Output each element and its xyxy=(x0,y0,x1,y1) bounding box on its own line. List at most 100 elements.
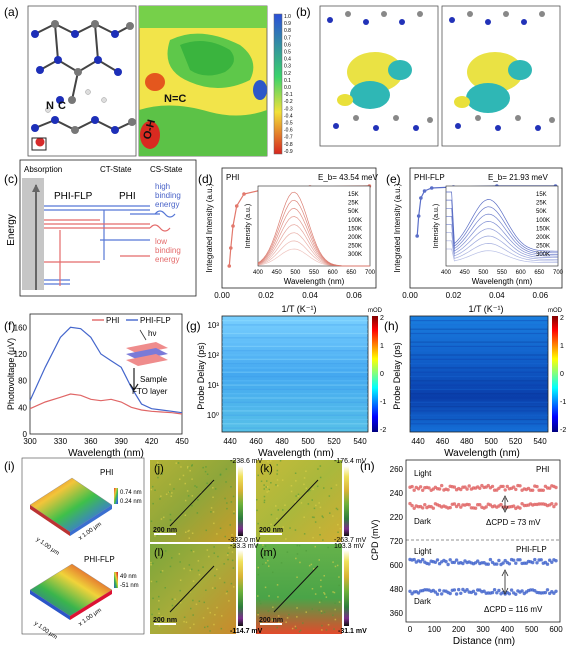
kpfm-speckle xyxy=(276,473,278,475)
kpfm-speckle xyxy=(175,462,177,464)
tas-streak xyxy=(222,345,368,347)
kpfm-speckle xyxy=(313,516,315,519)
tas-streak xyxy=(410,375,548,378)
kpfm-speckle xyxy=(161,570,164,572)
esp-colorbar xyxy=(273,13,283,155)
tas-streak xyxy=(222,380,368,382)
cpd-point xyxy=(465,487,469,491)
plot-f-yticks: 0 40 80 120 160 xyxy=(14,323,28,439)
panel-m-letter: (m) xyxy=(260,547,277,559)
n-flp-dark: Dark xyxy=(414,597,432,606)
inset-x-tick: 550 xyxy=(309,270,320,276)
kpfm-speckle xyxy=(198,600,201,602)
kpfm-speckle xyxy=(178,553,181,555)
kpfm-speckle xyxy=(325,629,328,631)
cpd-point xyxy=(497,558,501,563)
high-binding-label: high binding energy xyxy=(155,182,181,209)
lattice-atom xyxy=(535,125,541,131)
kpfm-speckle xyxy=(327,624,330,626)
kpfm-speckle xyxy=(298,545,301,547)
kpfm-speckle xyxy=(152,597,154,600)
kpfm-speckle xyxy=(296,576,298,578)
kpfm-speckle xyxy=(177,462,180,464)
tas-streak xyxy=(410,324,548,326)
cpd-point xyxy=(535,484,539,489)
afm-surface-phi-flp: PHI-FLP 49 nm -51 nm y 1.00 μm x 1.00 μm xyxy=(29,555,139,641)
kpfm-speckle xyxy=(188,564,191,566)
cpd-point xyxy=(452,502,457,506)
cpd-point xyxy=(437,487,442,491)
kpfm-speckle xyxy=(232,567,235,569)
plot-n-ylabel: CPD (mV) xyxy=(370,520,380,561)
lattice-atom xyxy=(345,11,351,17)
kpfm-speckle xyxy=(195,603,198,605)
tas-streak xyxy=(222,337,368,339)
kpfm-speckle xyxy=(168,491,171,493)
kpfm-j-bottom: -332.0 mV xyxy=(228,537,261,544)
kpfm-speckle xyxy=(257,595,259,597)
data-point xyxy=(231,224,235,228)
kpfm-speckle xyxy=(272,606,274,608)
kpfm-speckle xyxy=(275,505,277,507)
kpfm-speckle xyxy=(197,569,200,572)
kpfm-speckle xyxy=(257,474,259,477)
tas-streak xyxy=(222,406,368,408)
kpfm-speckle xyxy=(319,534,321,536)
cbar-h-unit: mOD xyxy=(548,308,563,314)
plot-d-inset-spectra xyxy=(257,191,370,267)
kpfm-speckle xyxy=(268,488,270,491)
kpfm-speckle xyxy=(160,571,162,573)
kpfm-speckle xyxy=(339,461,342,463)
cpd-point xyxy=(531,560,535,565)
afm-phi-label: PHI xyxy=(100,468,113,477)
kpfm-speckle xyxy=(228,600,230,602)
kpfm-speckle xyxy=(263,499,266,502)
kpfm-speckle xyxy=(223,563,225,565)
cpd-point xyxy=(467,484,471,488)
kpfm-speckle xyxy=(169,513,172,516)
kpfm-line-k xyxy=(273,479,319,527)
plot-n-cpd-traces xyxy=(408,483,558,596)
kpfm-speckle xyxy=(289,527,291,529)
kpfm-speckle xyxy=(288,613,290,616)
kpfm-speckle xyxy=(197,499,199,501)
kpfm-speckle xyxy=(187,467,189,469)
kpfm-speckle xyxy=(190,607,192,610)
kpfm-speckle xyxy=(214,614,216,616)
cbar-tick: 1 xyxy=(380,343,384,350)
y-tick: 0 xyxy=(23,430,28,439)
plot-e-xlabel: 1/T (K⁻¹) xyxy=(468,304,503,314)
cbar-tick: 2 xyxy=(380,315,384,322)
kpfm-speckle xyxy=(335,460,338,462)
kpfm-speckle xyxy=(206,482,208,484)
kpfm-speckle xyxy=(270,460,272,462)
legend-phi: PHI xyxy=(106,316,119,325)
kpfm-speckle xyxy=(226,554,229,556)
data-point xyxy=(242,192,246,196)
x-tick: 0 xyxy=(408,625,413,634)
tas-streak xyxy=(222,410,368,412)
n-flp-light: Light xyxy=(414,547,432,556)
kpfm-speckle xyxy=(311,516,314,518)
n-phi-dark: Dark xyxy=(414,517,432,526)
kpfm-speckle xyxy=(230,582,233,585)
kpfm-speckle xyxy=(179,579,182,581)
tas-streak xyxy=(222,401,368,403)
kpfm-speckle xyxy=(191,495,194,497)
kpfm-speckle xyxy=(231,534,233,536)
cpd-point xyxy=(457,502,461,507)
kpfm-speckle xyxy=(277,509,279,511)
scalebar-m: 200 nm xyxy=(259,617,283,624)
tas-map-phi-flp xyxy=(409,315,549,433)
tas-streak xyxy=(410,410,548,412)
kpfm-speckle xyxy=(223,581,226,584)
esp-cbar-tick: 0.5 xyxy=(284,50,291,56)
kpfm-speckle xyxy=(260,480,263,482)
kpfm-speckle xyxy=(267,559,269,562)
y-tick: 720 xyxy=(390,537,404,546)
inset-x-tick: 550 xyxy=(497,270,508,276)
x-tick: 480 xyxy=(275,437,289,446)
kpfm-speckle xyxy=(158,608,160,610)
kpfm-speckle xyxy=(291,627,294,630)
cpd-point xyxy=(518,506,522,510)
